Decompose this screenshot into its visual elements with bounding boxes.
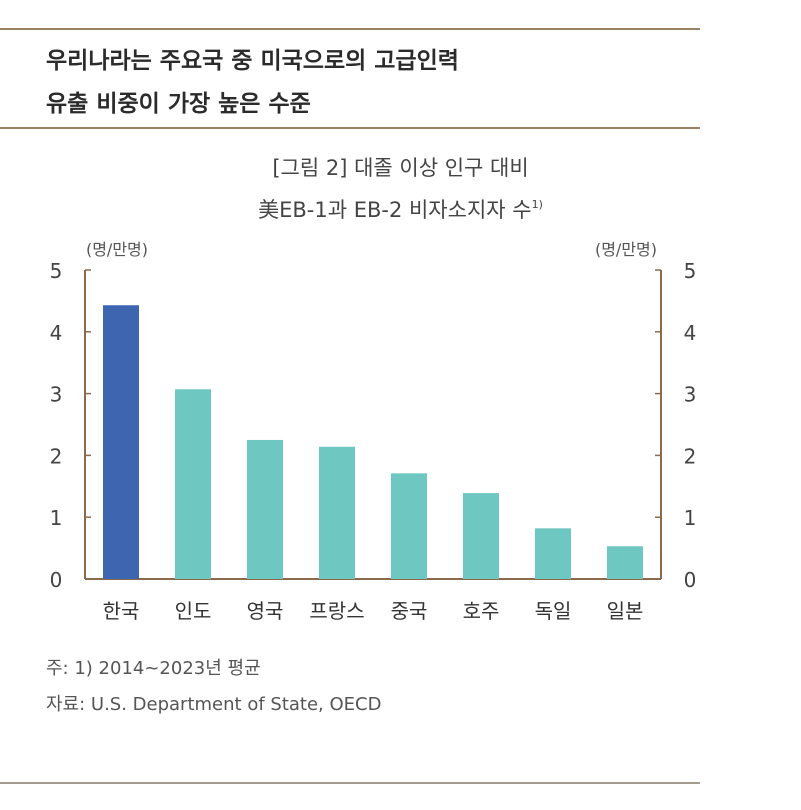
x-tick-label: 영국 [247, 599, 284, 623]
bar [319, 446, 355, 579]
x-tick-label: 프랑스 [309, 599, 364, 623]
right-tick-label: 4 [684, 321, 697, 345]
left-unit-label: (명/만명) [86, 240, 148, 259]
right-tick-label: 1 [684, 506, 697, 530]
left-tick-label: 4 [50, 321, 63, 345]
right-tick-label: 0 [684, 568, 697, 592]
chart-title-footnote: 1) [531, 198, 543, 211]
x-tick-label: 독일 [535, 599, 572, 623]
headline-line-1: 우리나라는 주요국 중 미국으로의 고급인력 [46, 48, 459, 74]
x-tick-label: 인도 [175, 599, 212, 623]
x-tick-label: 일본 [607, 599, 644, 623]
x-tick-label: 중국 [391, 599, 428, 623]
bar [103, 305, 139, 579]
headline: 우리나라는 주요국 중 미국으로의 고급인력 유출 비중이 가장 높은 수준 [46, 40, 686, 126]
bar [607, 546, 643, 579]
right-tick-label: 2 [684, 444, 697, 468]
left-tick-label: 5 [50, 259, 63, 283]
left-tick-label: 0 [50, 568, 63, 592]
x-tick-label: 한국 [103, 599, 140, 623]
source-note: 자료: U.S. Department of State, OECD [46, 694, 382, 715]
chart-title-text: 美EB-1과 EB-2 비자소지자 수 [258, 198, 532, 222]
bar [247, 439, 283, 579]
bar [175, 389, 211, 579]
chart-title-line-1: [그림 2] 대졸 이상 인구 대비 [272, 156, 529, 180]
left-tick-label: 1 [50, 506, 63, 530]
bar-chart: 0 0 1 1 2 2 3 3 4 4 5 5 (명/만명) (명/만명) 한국 인도 영국 프랑스 중국 호주 독일 일… [50, 240, 697, 623]
left-tick-label: 3 [50, 383, 63, 407]
x-tick-label: 호주 [463, 599, 500, 623]
bar [535, 528, 571, 579]
right-tick-label: 3 [684, 383, 697, 407]
right-tick-label: 5 [684, 259, 697, 283]
top-rule [0, 28, 700, 30]
left-tick-label: 2 [50, 444, 63, 468]
right-unit-label: (명/만명) [595, 240, 657, 259]
headline-line-2: 유출 비중이 가장 높은 수준 [46, 91, 311, 117]
bar [463, 493, 499, 579]
section-rule [0, 127, 700, 129]
chart-title-line-2: 美EB-1과 EB-2 비자소지자 수1) [0, 188, 801, 227]
bottom-rule [0, 782, 700, 784]
footnote: 주: 1) 2014~2023년 평균 [46, 658, 261, 679]
bar [391, 473, 427, 579]
